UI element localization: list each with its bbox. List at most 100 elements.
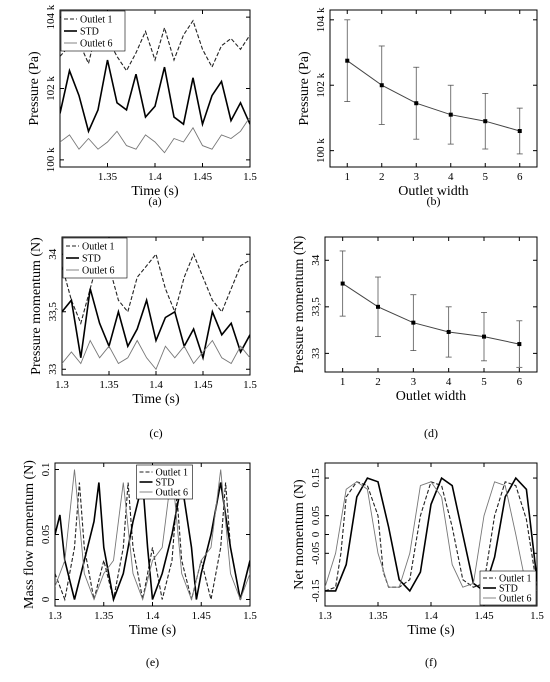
x-tick-label: 1.45	[192, 610, 212, 622]
y-tick-label: 0.15	[310, 468, 322, 488]
legend-label: Outlet 6	[156, 488, 189, 499]
series-line-std	[60, 59, 250, 134]
data-point	[448, 112, 453, 117]
legend-label: Outlet 6	[80, 39, 113, 50]
y-tick-label: 0	[310, 531, 322, 537]
x-tick-label: 1.5	[530, 610, 544, 622]
y-tick-label: 0.1	[40, 463, 52, 477]
legend-label: STD	[156, 478, 175, 489]
legend-label: STD	[499, 584, 518, 595]
data-point	[482, 334, 486, 339]
legend-label: Outlet 1	[82, 242, 115, 253]
y-axis-title: Pressure momentum (N)	[292, 235, 307, 373]
series-line-outlet-6	[325, 481, 537, 592]
x-tick-label: 1.4	[146, 610, 160, 622]
y-axis-title: Pressure (Pa)	[27, 51, 42, 126]
x-tick-label: 6	[517, 376, 523, 388]
legend-label: Outlet 1	[499, 574, 532, 585]
data-point	[345, 58, 350, 63]
x-tick-label: 6	[517, 171, 523, 183]
legend-label: Outlet 1	[156, 468, 189, 479]
y-tick-label: 104 k	[315, 7, 327, 32]
y-tick-label: -0.15	[310, 579, 322, 602]
y-tick-label: 33,5	[310, 297, 322, 317]
x-tick-label: 1.45	[193, 379, 213, 391]
x-tick-label: 4	[446, 376, 452, 388]
panel-b: 1 2 3 4 5 6 100 k 102 k 104 k Outlet width Pressur…	[297, 7, 538, 208]
x-tick-label: 1	[345, 171, 351, 183]
data-point	[340, 281, 345, 286]
x-tick-label: 3	[411, 376, 417, 388]
x-tick-label: 1.4	[149, 379, 163, 391]
data-point	[411, 320, 416, 325]
x-tick-label: 1.35	[99, 379, 119, 391]
y-tick-label: 0.05	[310, 506, 322, 526]
panel-caption: (e)	[146, 655, 159, 669]
y-axis-title: Pressure momentum (N)	[29, 237, 44, 375]
panel-caption: (b)	[427, 194, 441, 208]
y-tick-label: 0	[40, 596, 52, 602]
panel-caption: (a)	[148, 194, 161, 208]
legend-label: STD	[82, 254, 101, 265]
y-tick-label: 102 k	[315, 72, 327, 97]
data-point	[414, 101, 419, 106]
legend-label: Outlet 1	[80, 15, 113, 26]
x-axis-title: Time (s)	[129, 623, 177, 638]
y-axis-title: Mass flow momentum (N)	[22, 460, 37, 609]
x-tick-label: 1.5	[243, 379, 257, 391]
x-tick-label: 1.45	[193, 171, 213, 183]
y-tick-label: 33,5	[47, 302, 59, 322]
y-tick-label: 33	[310, 347, 322, 359]
data-point	[517, 342, 522, 347]
x-tick-label: 5	[483, 171, 489, 183]
x-tick-label: 4	[448, 171, 454, 183]
series-line-0	[342, 283, 520, 345]
y-tick-label: 33	[47, 363, 59, 375]
series-line-outlet-6	[62, 339, 250, 371]
panel-e: 1.3 1.35 1.4 1.45 1.5 0 0.05 0.1 Time (s) Mass fl…	[22, 460, 257, 669]
x-tick-label: 1	[340, 376, 346, 388]
data-point	[483, 119, 488, 124]
x-tick-label: 1.5	[243, 171, 257, 183]
x-axis-title: Time (s)	[407, 623, 455, 638]
x-tick-label: 2	[375, 376, 381, 388]
panel-f: 1.3 1.35 1.4 1.45 1.5 -0.15 -0.05 0 0.05 0.15 Time…	[292, 462, 544, 669]
x-axis-title: Time (s)	[132, 392, 180, 407]
x-tick-label: 1.5	[243, 610, 257, 622]
y-axis-title: Net momentum (N)	[292, 479, 307, 590]
x-tick-label: 1.4	[424, 610, 438, 622]
x-axis-title: Outlet width	[398, 184, 468, 199]
legend-label: STD	[80, 27, 99, 38]
series-line-std	[55, 482, 250, 603]
y-tick-label: 100 k	[315, 138, 327, 163]
x-tick-label: 1.3	[318, 610, 332, 622]
panel-a: 1.35 1.4 1.45 1.5 100 k 102 k 104 k Time (s) Pre…	[27, 4, 257, 208]
legend-label: Outlet 6	[82, 266, 115, 277]
legend-box	[60, 10, 126, 52]
x-tick-label: 1.35	[98, 171, 118, 183]
panel-caption: (c)	[149, 426, 162, 440]
data-point	[517, 129, 522, 134]
x-tick-label: 3	[414, 171, 420, 183]
x-tick-label: 5	[481, 376, 487, 388]
series-line-outlet-1	[325, 481, 537, 592]
data-point	[446, 329, 451, 334]
panel-c: 1.3 1.35 1.4 1.45 1.5 33 33,5 34 Time (s) Pressur…	[29, 236, 257, 440]
x-tick-label: 1.35	[94, 610, 114, 622]
y-tick-label: 0.05	[40, 524, 52, 544]
x-axis-title: Outlet width	[396, 389, 466, 404]
y-tick-label: -0.05	[310, 541, 322, 564]
y-tick-label: 104 k	[45, 4, 57, 29]
y-tick-label: 102 k	[45, 76, 57, 101]
plot-frame	[329, 9, 538, 168]
x-tick-label: 2	[379, 171, 385, 183]
y-tick-label: 34	[47, 248, 59, 260]
x-tick-label: 1.3	[55, 379, 69, 391]
y-axis-title: Pressure (Pa)	[297, 51, 312, 126]
plot-frame	[324, 236, 538, 373]
